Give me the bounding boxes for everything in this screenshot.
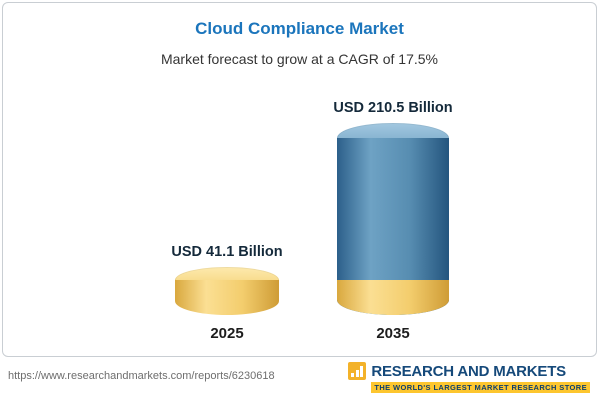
- logo-icon: [348, 362, 367, 380]
- report-url: https://www.researchandmarkets.com/repor…: [8, 370, 275, 382]
- page-title: Cloud Compliance Market: [195, 19, 404, 38]
- category-label-2035: 2035: [376, 325, 410, 342]
- bar-2035: USD 210.5 Billion 2035: [333, 3, 452, 356]
- logo-tagline: THE WORLD'S LARGEST MARKET RESEARCH STOR…: [371, 382, 590, 393]
- value-label-2025: USD 41.1 Billion: [171, 244, 283, 260]
- cylinder-body-2025: [175, 280, 279, 315]
- cylinder-base-segment-2035: [337, 280, 449, 315]
- chart-subtitle: Market forecast to grow at a CAGR of 17.…: [160, 51, 438, 67]
- footer: https://www.researchandmarkets.com/repor…: [0, 358, 600, 400]
- category-label-2025: 2025: [210, 325, 244, 342]
- logo-text: RESEARCH AND MARKETS: [371, 362, 566, 380]
- cylinder-body-2035: [337, 138, 449, 315]
- value-label-2035: USD 210.5 Billion: [333, 100, 453, 116]
- chart-card: Cloud Compliance Market Market forecast …: [2, 2, 597, 357]
- research-and-markets-logo: RESEARCH AND MARKETS THE WORLD'S LARGEST…: [348, 362, 590, 393]
- bar-2025: USD 41.1 Billion 2025: [171, 3, 282, 356]
- logo-row: RESEARCH AND MARKETS: [348, 362, 566, 380]
